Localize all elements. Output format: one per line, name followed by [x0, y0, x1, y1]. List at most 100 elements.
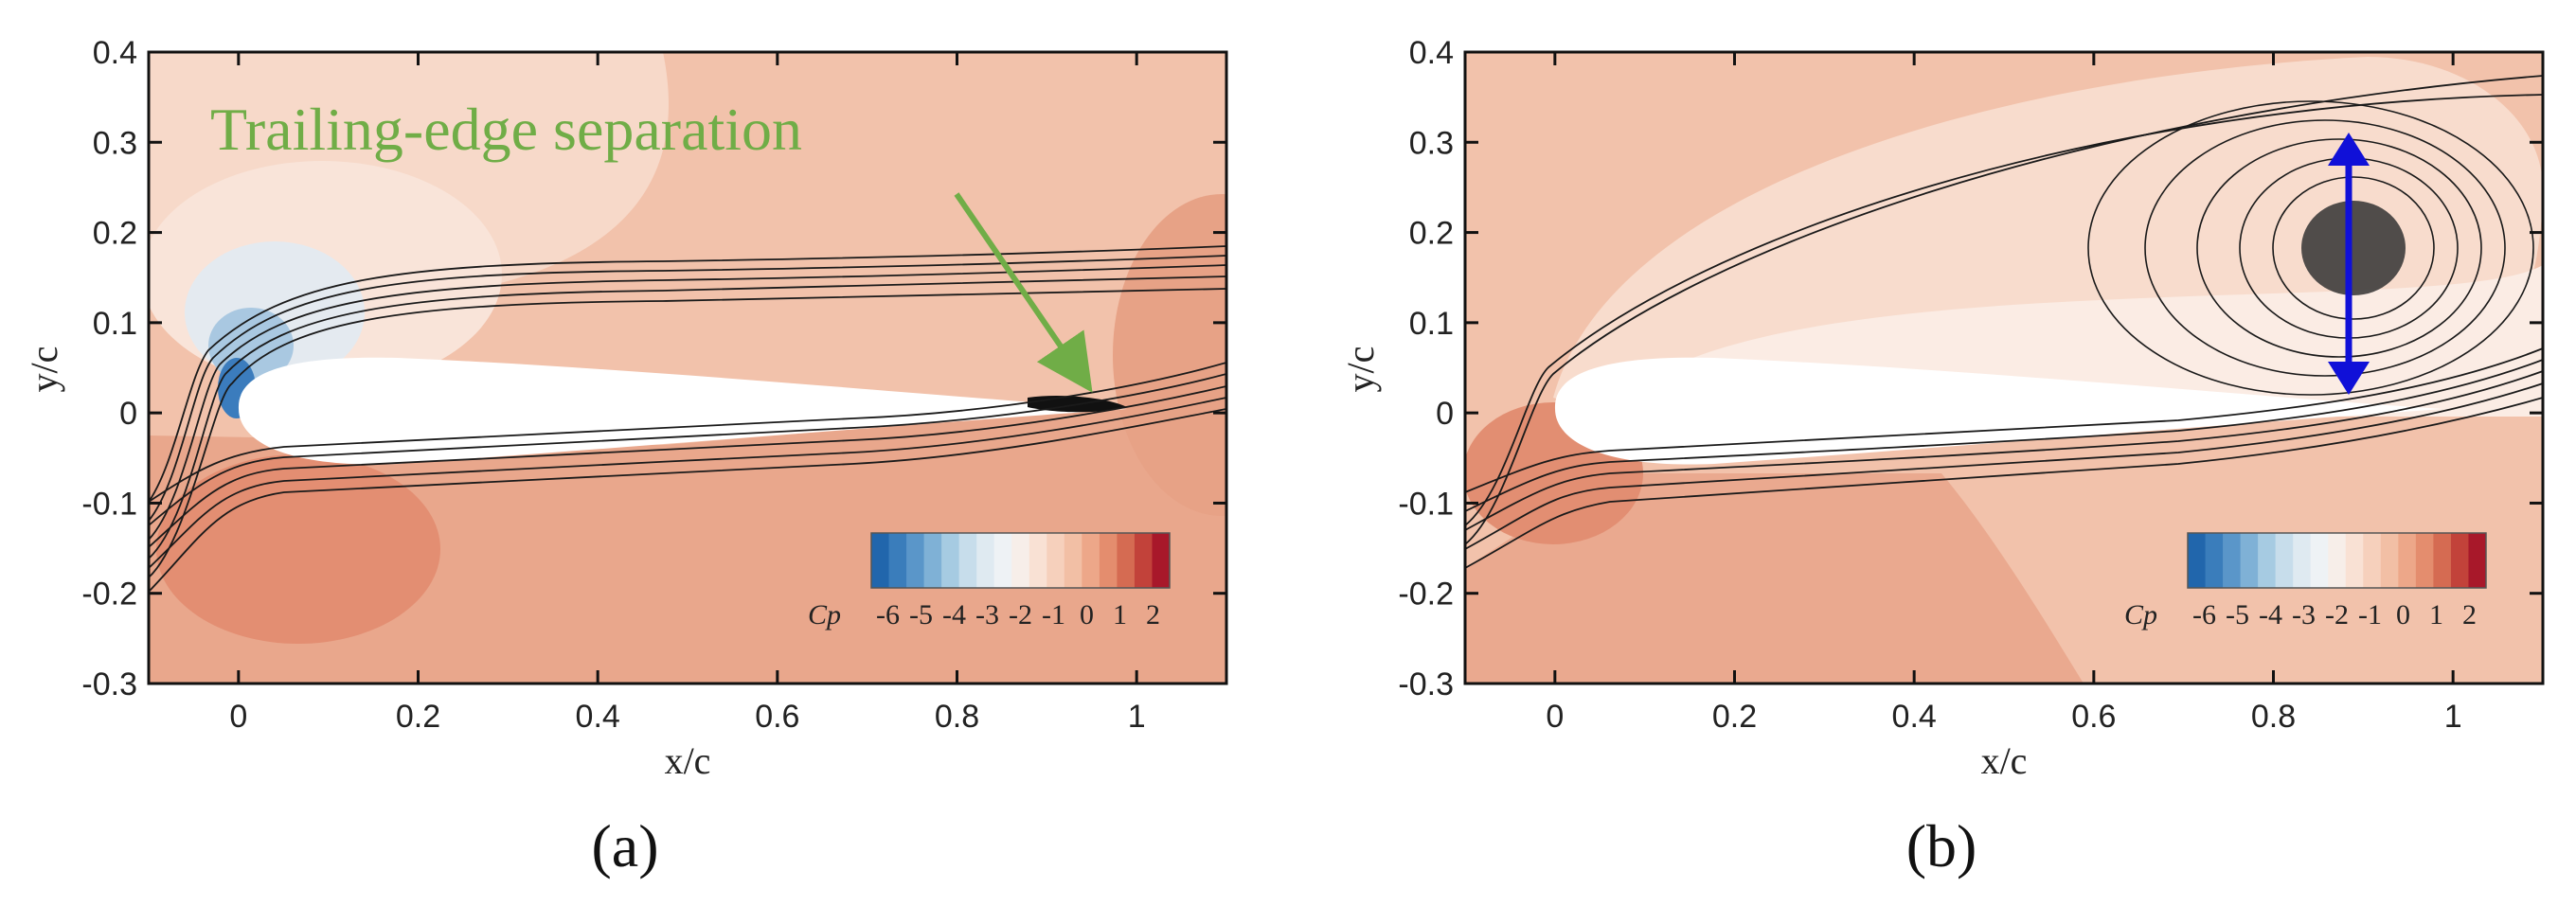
panel-b-colorbar-tick-label: -3	[2292, 599, 2316, 631]
panel-b-colorbar-tick-label: -5	[2226, 599, 2249, 631]
panel-b-x-tick-label: 0.8	[2251, 699, 2296, 735]
panel-a-y-tick-label: 0.2	[93, 216, 137, 252]
panel-a-colorbar-swatch	[941, 533, 960, 588]
panel-a-y-label: y/c	[23, 346, 65, 393]
panel-a-y-tick-label: -0.1	[81, 486, 137, 522]
panel-b-colorbar-swatch	[2258, 533, 2277, 588]
panel-a-y-tick-label: 0.1	[93, 306, 137, 342]
panel-a-colorbar-tick-label: -4	[942, 599, 966, 631]
panel-a-y-tick-label: 0	[119, 396, 137, 432]
panel-a-colorbar-tick-label: 0	[1080, 599, 1094, 631]
panel-b-frame	[1463, 50, 2545, 685]
panel-a-lower-field	[149, 398, 1226, 684]
panel-a-y-ticks: -0.3 -0.2 -0.1 0 0.1 0.2 0.3 0.4	[81, 35, 1226, 702]
panel-b-colorbar-swatch	[2450, 533, 2469, 588]
panel-b-colorbar-tick-label: 2	[2462, 599, 2477, 631]
panel-a-x-tick-label: 0.8	[935, 699, 979, 735]
panel-b-colorbar-swatch	[2398, 533, 2417, 588]
panel-b-contours	[1465, 52, 2543, 684]
panel-b-streamlines	[1465, 75, 2543, 569]
panel-a-colorbar-swatch	[1046, 533, 1065, 588]
panel-a-x-tick-label: 0	[229, 699, 247, 735]
panel-a-colorbar-tick-label: -5	[909, 599, 933, 631]
panel-b-y-label: y/c	[1339, 346, 1382, 393]
panel-a-colorbar-tick-label: 2	[1146, 599, 1160, 631]
panel-a-colorbar-frame	[870, 532, 1171, 589]
panel-a-colorbar-tick-label: -3	[975, 599, 999, 631]
panel-a-colorbar-swatch	[1064, 533, 1082, 588]
panel-a-x-tick-label: 1	[1128, 699, 1146, 735]
panel-b-x-tick-label: 0.4	[1892, 699, 1937, 735]
panel-a-x-tick-label: 0.2	[396, 699, 440, 735]
panel-b-colorbar-tick-label: 0	[2396, 599, 2410, 631]
panel-b-height-marker	[2328, 133, 2370, 395]
panel-b-y-tick-label: -0.1	[1398, 486, 1454, 522]
panel-b-colorbar-swatch	[2328, 533, 2347, 588]
panel-b-colorbar-tick-label: -4	[2259, 599, 2282, 631]
panel-a-contours	[149, 52, 1226, 684]
panel-a-te-zone	[1113, 194, 1226, 516]
panel-a-colorbar-swatch	[1011, 533, 1030, 588]
panel-b-y-tick-label: 0.3	[1409, 125, 1454, 161]
panel-a: 0 0.2 0.4 0.6 0.8 1 -0.3 -0.2 -0.1 0 0.1 0.2 0.3 0.4…	[23, 35, 1228, 879]
panel-b-y-tick-label: -0.2	[1398, 577, 1454, 613]
panel-b-colorbar-swatch	[2223, 533, 2242, 588]
panel-b-y-tick-label: 0.4	[1409, 35, 1454, 71]
panel-a-colorbar-swatch	[871, 533, 890, 588]
panel-b-colorbar-tick-label: -2	[2325, 599, 2349, 631]
panel-b-airfoil	[1554, 357, 2443, 465]
panel-b-y-tick-label: -0.3	[1398, 666, 1454, 702]
panel-b-lower-field	[1465, 473, 2084, 684]
panel-a-colorbar-swatch	[1082, 533, 1100, 588]
panel-b-colorbar-swatch	[2275, 533, 2294, 588]
panel-b-colorbar-swatch	[2415, 533, 2434, 588]
panel-a-x-label: x/c	[665, 739, 711, 782]
panel-a-colorbar-tick-label: -2	[1009, 599, 1032, 631]
panel-a-y-tick-label: -0.2	[81, 577, 137, 613]
panel-a-colorbar-swatch	[993, 533, 1012, 588]
panel-a-x-tick-label: 0.4	[576, 699, 620, 735]
panel-a-colorbar-swatch	[888, 533, 907, 588]
panel-a-colorbar-swatch	[1134, 533, 1153, 588]
panel-b-colorbar-tick-label: -1	[2358, 599, 2382, 631]
panel-a-x-ticks: 0 0.2 0.4 0.6 0.8 1	[229, 52, 1146, 735]
panel-a-colorbar-tick-label: -6	[876, 599, 900, 631]
panel-a-y-tick-label: 0.4	[93, 35, 137, 71]
panel-a-colorbar-swatch	[976, 533, 995, 588]
panel-b-colorbar-swatch	[2205, 533, 2224, 588]
panel-a-frame	[147, 50, 1228, 685]
panel-b-x-tick-label: 1	[2444, 699, 2462, 735]
panel-a-colorbar-swatch	[1152, 533, 1171, 588]
panel-b-y-tick-label: 0.1	[1409, 306, 1454, 342]
panel-a-stagnation-zone	[156, 454, 440, 644]
panel-b-x-tick-label: 0.6	[2071, 699, 2116, 735]
panel-b-x-ticks: 0 0.2 0.4 0.6 0.8 1	[1546, 52, 2462, 735]
panel-b-colorbar-swatch	[2188, 533, 2207, 588]
panel-a-colorbar-swatch	[1099, 533, 1118, 588]
panel-b-colorbar-tick-label: 1	[2429, 599, 2443, 631]
annotation-arrow	[954, 192, 1093, 393]
panel-b-label: (b)	[1906, 812, 1977, 879]
panel-b-vortex	[2087, 100, 2534, 396]
annotation-label: Trailing-edge separation	[210, 96, 802, 163]
panel-a-label: (a)	[591, 812, 658, 879]
panel-b-x-tick-label: 0.2	[1712, 699, 1757, 735]
panel-b-colorbar-swatch	[2380, 533, 2399, 588]
panel-b-colorbar-swatch	[2310, 533, 2329, 588]
panel-a-colorbar-tick-label: 1	[1113, 599, 1127, 631]
panel-a-streamlines	[149, 245, 1226, 593]
panel-b-x-tick-label: 0	[1546, 699, 1564, 735]
panel-a-colorbar-swatch	[923, 533, 942, 588]
panel-b-colorbar-frame	[2187, 532, 2487, 589]
panel-a-x-tick-label: 0.6	[755, 699, 799, 735]
panel-a-colorbar-swatch	[1117, 533, 1136, 588]
panel-b-colorbar-tick-label: -6	[2192, 599, 2216, 631]
panel-a-colorbar: -6 -5 -4 -3 -2 -1 0 1 2 Cp	[808, 532, 1171, 631]
panel-a-y-tick-label: -0.3	[81, 666, 137, 702]
panel-b-x-label: x/c	[1981, 739, 2028, 782]
panel-a-colorbar-swatch	[1029, 533, 1047, 588]
panel-b-colorbar-title: Cp	[2124, 599, 2157, 631]
panel-a-colorbar-title: Cp	[808, 599, 841, 631]
panel-a-colorbar-tick-label: -1	[1042, 599, 1065, 631]
